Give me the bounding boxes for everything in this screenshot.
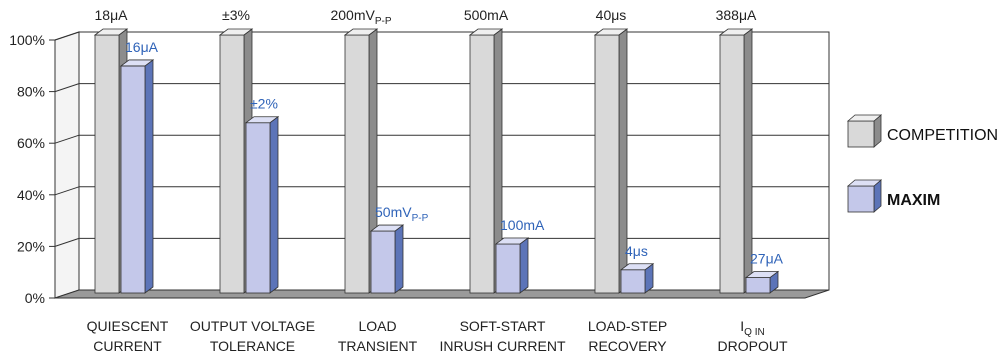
competition-value-label: ±3% (222, 7, 250, 23)
gridline-slant (54, 134, 80, 144)
competition-value-label: 18μA (95, 7, 129, 23)
y-tick-label: 40% (17, 187, 45, 203)
maxim-bar-side (394, 224, 404, 294)
maxim-bar (495, 243, 521, 294)
bar-layer (93, 28, 780, 294)
maxim-bar (370, 230, 396, 294)
category-label: TOLERANCE (210, 338, 295, 354)
competition-value-label: 40μs (596, 7, 627, 23)
maxim-legend-swatch-top (846, 179, 883, 187)
maxim-value-label: 27μA (750, 251, 784, 267)
maxim-bar-top (494, 237, 530, 245)
competition-bar (219, 34, 245, 294)
competition-bar-top (93, 28, 129, 36)
competition-value-label: 500mA (464, 7, 509, 23)
y-tick-label: 0% (25, 290, 45, 306)
category-label: DROPOUT (718, 338, 788, 354)
competition-bar-top (468, 28, 504, 36)
maxim-legend-label: MAXIM (887, 192, 940, 209)
competition-bar (469, 34, 495, 294)
maxim-bar-top (619, 263, 655, 271)
competition-value-label: 200mVP-P (330, 7, 391, 27)
category-label: IQ IN (740, 318, 764, 338)
axis-layer: 0% 20% 40% 60% 80% 100% (9, 32, 56, 306)
floor (54, 289, 830, 299)
gridline-slant (54, 31, 80, 41)
maxim-bar (620, 269, 646, 294)
maxim-value-label: 16μA (125, 39, 159, 55)
category-label: RECOVERY (588, 338, 667, 354)
maxim-legend-swatch (847, 185, 875, 213)
category-label: OUTPUT VOLTAGE (190, 318, 315, 334)
maxim-bar-side (519, 237, 529, 294)
competition-bar-top (718, 28, 754, 36)
maxim-bar-top (244, 116, 280, 124)
y-tick-label: 80% (17, 84, 45, 100)
maxim-bar-side (144, 59, 154, 294)
maxim-bar-top (369, 224, 405, 232)
maxim-bar-top (119, 59, 155, 67)
gridline-slant (54, 83, 80, 93)
category-label: CURRENT (93, 338, 162, 354)
competition-bar (344, 34, 370, 294)
category-label: LOAD-STEP (588, 318, 667, 334)
y-tick-label: 100% (9, 32, 45, 48)
maxim-value-label: ±2% (250, 96, 278, 112)
maxim-bar (745, 277, 771, 294)
competition-legend-swatch (847, 120, 875, 148)
competition-bar (594, 34, 620, 294)
competition-bar-top (593, 28, 629, 36)
y-tick-label: 60% (17, 135, 45, 151)
competition-bar (719, 34, 745, 294)
maxim-bar (245, 122, 271, 294)
back-wall (78, 31, 830, 291)
category-label: INRUSH CURRENT (440, 338, 566, 354)
legend: COMPETITION MAXIM (846, 114, 998, 213)
competition-value-label: 388μA (716, 7, 757, 23)
left-wall (54, 31, 80, 299)
label-layer: 18μA 16μA QUIESCENT CURRENT ±3% ±2% OUTPUT VOL… (87, 7, 788, 354)
maxim-bar-side (269, 115, 279, 294)
competition-bar-top (218, 28, 254, 36)
category-label: QUIESCENT (87, 318, 169, 334)
maxim-value-label: 100mA (500, 217, 545, 233)
maxim-bar-top (744, 271, 780, 278)
grid-layer (54, 31, 830, 299)
maxim-bar (120, 65, 146, 294)
category-label: LOAD (358, 318, 396, 334)
competition-bar-top (343, 28, 379, 36)
competition-legend-label: COMPETITION (887, 127, 998, 144)
competition-legend-swatch-top (846, 114, 883, 122)
maxim-value-label: 4μs (625, 243, 648, 259)
y-tick-label: 20% (17, 238, 45, 254)
category-label: TRANSIENT (338, 338, 418, 354)
competition-bar (94, 34, 120, 294)
maxim-value-label: 50mVP-P (375, 204, 429, 224)
gridline-slant (54, 237, 80, 247)
gridline-slant (54, 186, 80, 196)
category-label: SOFT-START (460, 318, 546, 334)
